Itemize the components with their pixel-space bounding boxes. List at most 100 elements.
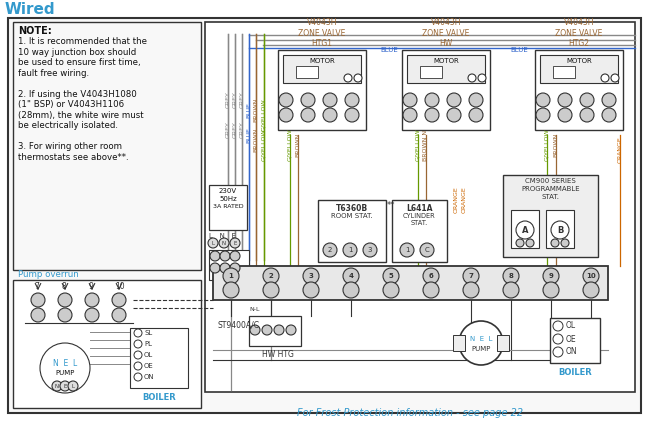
Circle shape	[551, 239, 559, 247]
Circle shape	[134, 351, 142, 359]
Circle shape	[503, 282, 519, 298]
Text: BLUE: BLUE	[247, 102, 252, 118]
Text: G/YELLOW: G/YELLOW	[261, 129, 267, 161]
Circle shape	[536, 93, 550, 107]
Bar	[205, 22, 635, 392]
Text: A: A	[521, 225, 528, 235]
Text: T6360B: T6360B	[336, 204, 368, 213]
Text: BLUE: BLUE	[247, 127, 252, 143]
Circle shape	[459, 321, 503, 365]
Circle shape	[468, 74, 476, 82]
Bar	[278, 50, 366, 130]
Bar	[497, 335, 509, 351]
Circle shape	[602, 93, 616, 107]
Text: E: E	[63, 384, 67, 389]
Circle shape	[303, 268, 319, 284]
Text: OE: OE	[566, 335, 576, 344]
Text: L641A: L641A	[406, 204, 433, 213]
Text: GREY: GREY	[239, 92, 245, 108]
Text: CYLINDER
STAT.: CYLINDER STAT.	[403, 213, 436, 226]
Text: B: B	[557, 225, 563, 235]
Bar	[283, 55, 361, 83]
Text: (1" BSP) or V4043H1106: (1" BSP) or V4043H1106	[18, 100, 124, 109]
Bar	[503, 175, 598, 257]
Bar	[550, 318, 600, 363]
Circle shape	[425, 108, 439, 122]
Circle shape	[85, 293, 99, 307]
Text: 1: 1	[405, 247, 410, 253]
Text: BROWN N: BROWN N	[424, 130, 428, 160]
Text: N  E  L: N E L	[53, 360, 77, 368]
Text: BOILER: BOILER	[558, 368, 592, 377]
Bar	[13, 280, 201, 408]
Text: G/YELLOW: G/YELLOW	[545, 129, 549, 161]
Circle shape	[303, 282, 319, 298]
Circle shape	[583, 282, 599, 298]
Text: BROWN: BROWN	[553, 133, 558, 157]
Circle shape	[602, 108, 616, 122]
Text: be used to ensure first time,: be used to ensure first time,	[18, 58, 140, 67]
Circle shape	[526, 239, 534, 247]
Circle shape	[478, 74, 486, 82]
Circle shape	[543, 268, 559, 284]
Circle shape	[208, 238, 218, 248]
Circle shape	[516, 221, 534, 239]
Text: L: L	[212, 241, 215, 246]
Circle shape	[112, 308, 126, 322]
Circle shape	[230, 238, 240, 248]
Circle shape	[553, 321, 563, 331]
Circle shape	[580, 108, 594, 122]
Circle shape	[230, 251, 240, 261]
Circle shape	[383, 268, 399, 284]
Circle shape	[423, 282, 439, 298]
Circle shape	[403, 108, 417, 122]
Bar	[546, 210, 574, 248]
Circle shape	[323, 93, 337, 107]
Text: MOTOR: MOTOR	[433, 58, 459, 64]
Text: thermostats see above**.: thermostats see above**.	[18, 152, 129, 162]
Bar	[130, 328, 188, 388]
Text: **: **	[387, 201, 395, 210]
Bar	[453, 335, 465, 351]
Text: BLUE: BLUE	[380, 47, 398, 53]
Circle shape	[580, 93, 594, 107]
Circle shape	[262, 325, 272, 335]
Text: 3: 3	[309, 273, 313, 279]
Text: HW HTG: HW HTG	[262, 350, 294, 359]
Bar	[213, 266, 608, 300]
Text: For Frost Protection information - see page 22: For Frost Protection information - see p…	[297, 408, 523, 418]
Text: PUMP: PUMP	[55, 370, 74, 376]
Circle shape	[469, 93, 483, 107]
Text: 9: 9	[88, 282, 93, 291]
Circle shape	[134, 362, 142, 370]
Text: GREY: GREY	[239, 122, 245, 138]
Text: V4043H
ZONE VALVE
HTG2: V4043H ZONE VALVE HTG2	[555, 18, 603, 48]
Bar	[13, 22, 201, 270]
Circle shape	[345, 108, 359, 122]
Circle shape	[230, 263, 240, 273]
Circle shape	[420, 243, 434, 257]
Text: MOTOR: MOTOR	[309, 58, 335, 64]
Circle shape	[423, 268, 439, 284]
Circle shape	[558, 108, 572, 122]
Circle shape	[220, 251, 230, 261]
Text: PUMP: PUMP	[471, 346, 490, 352]
Circle shape	[279, 93, 293, 107]
Text: BROWN: BROWN	[254, 98, 259, 122]
Circle shape	[425, 93, 439, 107]
Text: G/YELLOW: G/YELLOW	[287, 129, 292, 161]
Circle shape	[447, 108, 461, 122]
Text: 5: 5	[389, 273, 393, 279]
Bar	[420, 66, 442, 78]
Circle shape	[223, 282, 239, 298]
Bar	[553, 66, 575, 78]
Circle shape	[219, 238, 229, 248]
Circle shape	[558, 93, 572, 107]
Circle shape	[134, 329, 142, 337]
Text: GREY: GREY	[232, 122, 237, 138]
Circle shape	[263, 268, 279, 284]
Text: N: N	[222, 241, 226, 246]
Text: ST9400A/C: ST9400A/C	[217, 320, 259, 329]
Text: V4043H
ZONE VALVE
HW: V4043H ZONE VALVE HW	[422, 18, 470, 48]
Circle shape	[263, 282, 279, 298]
